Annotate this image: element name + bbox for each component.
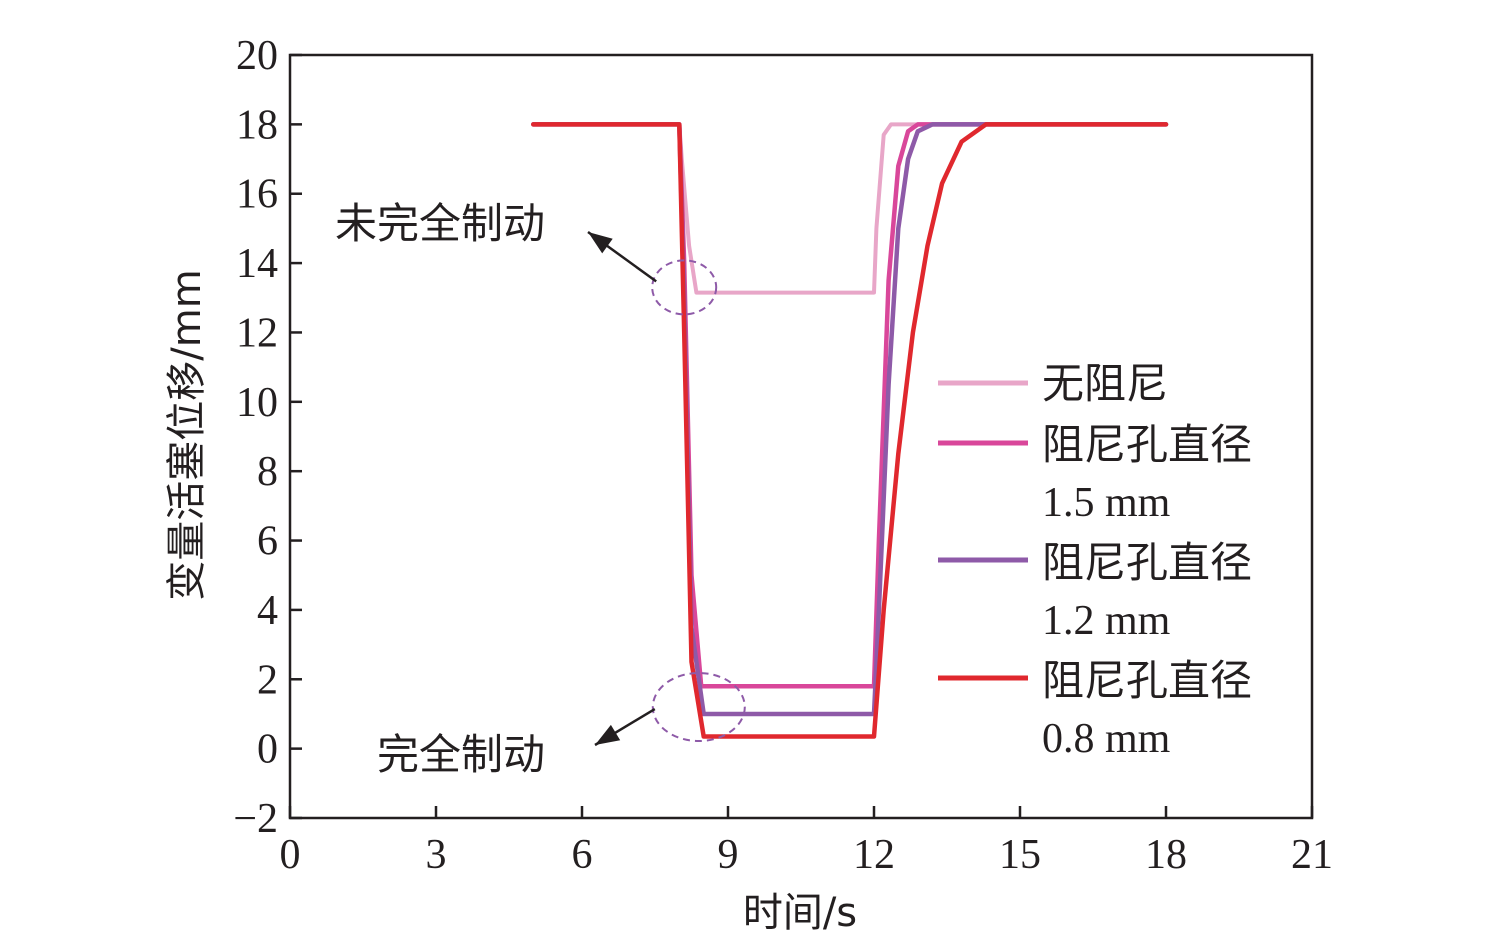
y-axis-title: 变量活塞位移/mm	[164, 269, 210, 600]
y-tick-label-1: 0	[257, 727, 278, 773]
legend-label-0: 无阻尼	[1042, 359, 1168, 408]
x-tick-label-1: 3	[426, 832, 447, 878]
legend: 无阻尼 阻尼孔直径 1.5 mm 阻尼孔直径 1.2 mm 阻尼孔直径 0.8 …	[938, 359, 1252, 762]
legend-label-2: 阻尼孔直径	[1042, 538, 1252, 587]
series-line-3	[531, 122, 1169, 739]
legend-label-1: 阻尼孔直径	[1042, 420, 1252, 469]
x-tick-label-7: 21	[1291, 832, 1333, 878]
plot-frame	[288, 53, 1314, 820]
y-tick-label-10: 18	[236, 102, 278, 148]
x-axis-title: 时间/s	[743, 890, 857, 936]
annotation-arrow-incomplete-brake-head	[588, 232, 613, 254]
y-tick-label-5: 8	[257, 449, 278, 495]
legend-label-2-sub: 1.2 mm	[1042, 598, 1171, 644]
legend-label-1-sub: 1.5 mm	[1042, 480, 1171, 526]
x-tick-label-5: 15	[999, 832, 1041, 878]
y-tick-label-6: 10	[236, 380, 278, 426]
y-tick-label-3: 4	[257, 588, 278, 634]
annotation-ellipse-incomplete-brake	[651, 259, 718, 316]
y-tick-label-8: 14	[236, 241, 278, 287]
y-tick-label-2: 2	[257, 657, 278, 703]
series-line-0	[531, 122, 1168, 295]
legend-label-3-sub: 0.8 mm	[1042, 716, 1171, 762]
y-tick-label-4: 6	[257, 519, 278, 565]
y-tick-label-7: 12	[236, 310, 278, 356]
annotations: 未完全制动 完全制动	[335, 199, 746, 779]
x-tick-label-3: 9	[718, 832, 739, 878]
x-tick-label-2: 6	[572, 832, 593, 878]
annotation-label-incomplete-brake: 未完全制动	[335, 199, 545, 248]
annotation-label-complete-brake: 完全制动	[377, 730, 545, 779]
x-tick-label-0: 0	[280, 832, 301, 878]
y-tick-label-0: −2	[233, 796, 278, 842]
x-tick-label-6: 18	[1145, 832, 1187, 878]
y-tick-label-9: 16	[236, 172, 278, 218]
x-tick-label-4: 12	[853, 832, 895, 878]
plot-area	[288, 53, 1314, 820]
annotation-ellipse-complete-brake	[651, 672, 746, 743]
legend-label-3: 阻尼孔直径	[1042, 656, 1252, 705]
annotation-arrow-complete-brake-head	[595, 724, 621, 745]
series-lines	[531, 122, 1169, 739]
y-tick-label-11: 20	[236, 33, 278, 79]
